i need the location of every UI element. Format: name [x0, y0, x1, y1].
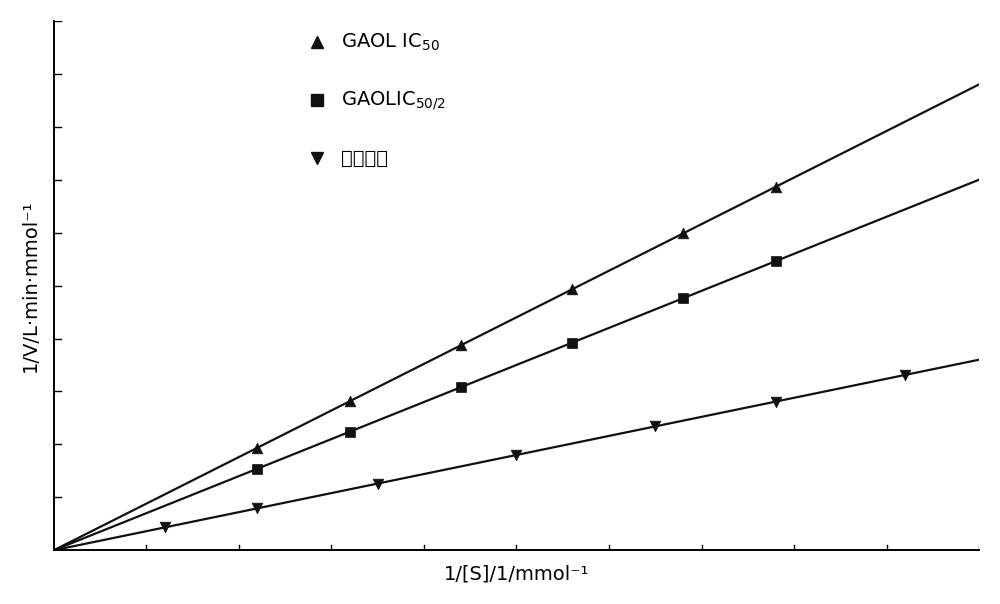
Point [647, 422, 663, 431]
Point [897, 370, 913, 380]
Point [508, 450, 524, 460]
Point [768, 182, 784, 191]
Point [342, 396, 358, 406]
Point [157, 522, 173, 532]
Point [675, 294, 691, 303]
Text: GAOL IC$_{50}$: GAOL IC$_{50}$ [341, 31, 439, 53]
Point [768, 397, 784, 406]
Text: 空白对照: 空白对照 [341, 149, 388, 168]
Point [249, 464, 265, 474]
Point [249, 443, 265, 452]
Point [564, 284, 580, 294]
Point [675, 229, 691, 239]
Point [564, 338, 580, 347]
Point [453, 341, 469, 350]
Point [342, 427, 358, 437]
Point [370, 479, 386, 489]
Text: GAOLIC$_{50/2}$: GAOLIC$_{50/2}$ [341, 89, 446, 112]
Point [249, 504, 265, 513]
Point [768, 256, 784, 266]
Point [453, 382, 469, 392]
Y-axis label: 1/V/L·min·mmol⁻¹: 1/V/L·min·mmol⁻¹ [21, 199, 40, 371]
X-axis label: 1/[S]/1/mmol⁻¹: 1/[S]/1/mmol⁻¹ [444, 564, 589, 583]
